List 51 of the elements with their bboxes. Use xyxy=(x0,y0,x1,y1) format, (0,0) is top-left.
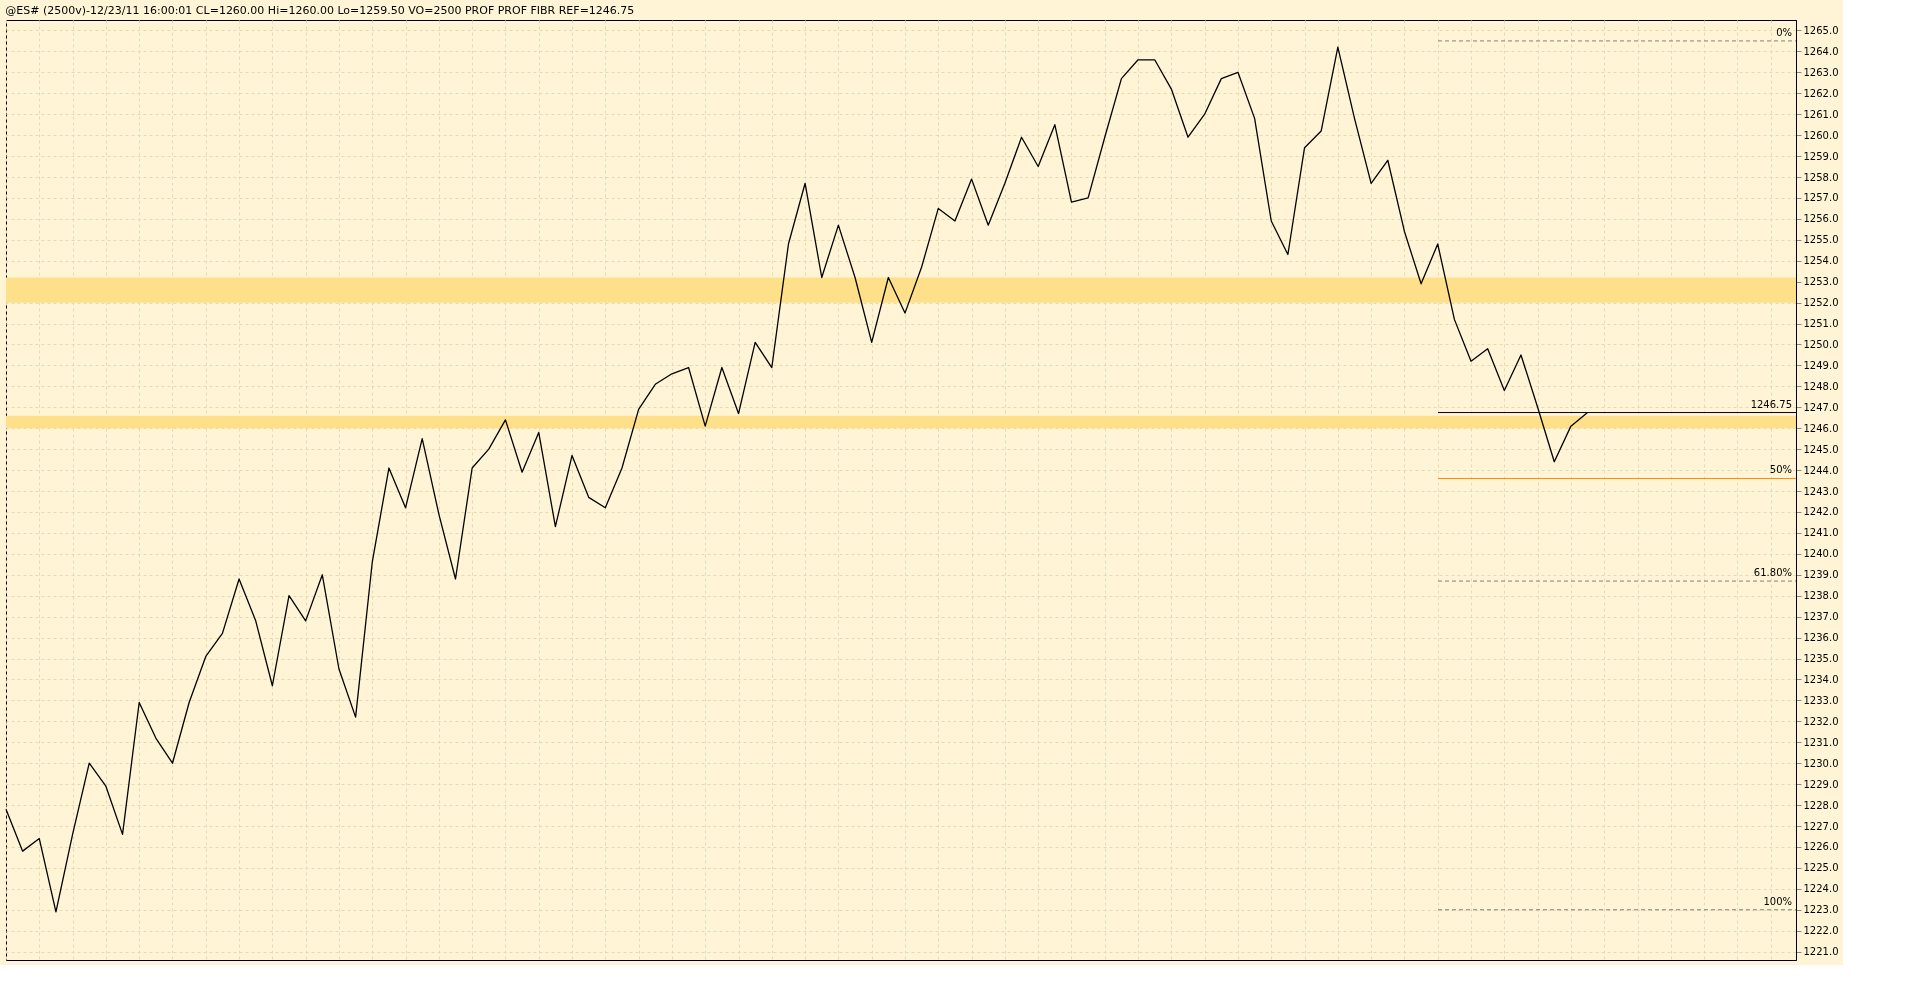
y-tick-label: 1254.0 xyxy=(1803,255,1839,267)
y-tick-label: 1263.0 xyxy=(1803,66,1839,78)
annotation: 0% xyxy=(1776,26,1792,38)
y-tick-label: 1236.0 xyxy=(1803,632,1839,644)
y-tick-label: 1226.0 xyxy=(1803,841,1839,853)
y-tick-label: 1255.0 xyxy=(1803,234,1839,246)
y-tick-label: 1239.0 xyxy=(1803,569,1839,581)
y-tick-label: 1237.0 xyxy=(1803,611,1839,623)
y-tick-label: 1251.0 xyxy=(1803,318,1839,330)
y-tick-label: 1235.0 xyxy=(1803,653,1839,665)
annotation: 50% xyxy=(1769,464,1792,476)
y-tick-label: 1223.0 xyxy=(1803,904,1839,916)
y-tick-label: 1245.0 xyxy=(1803,443,1839,455)
y-tick-label: 1238.0 xyxy=(1803,590,1839,602)
y-tick-label: 1222.0 xyxy=(1803,925,1839,937)
y-tick-label: 1241.0 xyxy=(1803,527,1839,539)
y-tick-label: 1229.0 xyxy=(1803,778,1839,790)
y-tick-label: 1243.0 xyxy=(1803,485,1839,497)
y-tick-label: 1258.0 xyxy=(1803,171,1839,183)
annotation: 100% xyxy=(1763,895,1792,907)
y-tick-label: 1230.0 xyxy=(1803,757,1839,769)
y-tick-label: 1257.0 xyxy=(1803,192,1839,204)
y-tick-label: 1250.0 xyxy=(1803,339,1839,350)
y-tick-label: 1231.0 xyxy=(1803,736,1839,748)
y-tick-label: 1248.0 xyxy=(1803,380,1839,392)
y-tick-label: 1244.0 xyxy=(1803,464,1839,476)
y-tick-label: 1240.0 xyxy=(1803,548,1839,560)
y-tick-label: 1233.0 xyxy=(1803,694,1839,706)
y-tick-label: 1227.0 xyxy=(1803,820,1839,832)
y-tick-label: 1261.0 xyxy=(1803,108,1839,120)
y-tick-label: 1225.0 xyxy=(1803,862,1839,874)
y-tick-label: 1259.0 xyxy=(1803,150,1839,162)
y-tick-label: 1234.0 xyxy=(1803,673,1839,685)
y-tick-label: 1246.0 xyxy=(1803,422,1839,434)
y-tick-label: 1232.0 xyxy=(1803,715,1839,727)
y-tick-label: 1224.0 xyxy=(1803,883,1839,895)
y-tick-label: 1260.0 xyxy=(1803,129,1839,141)
y-tick-label: 1252.0 xyxy=(1803,297,1839,309)
ref-line-label: 1246.75 xyxy=(1750,398,1792,410)
y-tick-label: 1265.0 xyxy=(1803,24,1839,36)
y-tick-label: 1253.0 xyxy=(1803,276,1839,288)
y-tick-label: 1247.0 xyxy=(1803,401,1839,413)
y-tick-label: 1256.0 xyxy=(1803,213,1839,225)
y-tick-label: 1221.0 xyxy=(1803,946,1839,958)
y-tick-label: 1242.0 xyxy=(1803,506,1839,518)
y-tick-label: 1249.0 xyxy=(1803,359,1839,371)
y-tick-label: 1228.0 xyxy=(1803,799,1839,811)
y-tick-label: 1262.0 xyxy=(1803,87,1839,99)
chart-title: @ES# (2500v)-12/23/11 16:00:01 CL=1260.00 Hi=1260.00 Lo=1259.50 VO=2500 PROF PROF FIBR REF=1246.75 xyxy=(5,4,635,17)
annotation: 61.80% xyxy=(1753,567,1792,579)
y-tick-label: 1264.0 xyxy=(1803,45,1839,57)
